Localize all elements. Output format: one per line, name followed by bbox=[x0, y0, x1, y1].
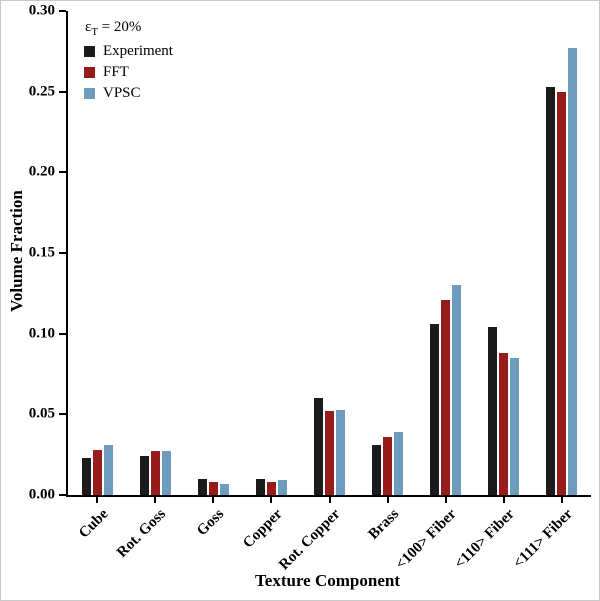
bar-fft bbox=[150, 451, 160, 495]
y-tick-mark bbox=[59, 10, 66, 12]
strain-annotation-value: = 20% bbox=[97, 19, 142, 35]
x-tick-label: Cube bbox=[75, 506, 112, 542]
x-tick-mark bbox=[444, 497, 447, 503]
bar-experiment bbox=[488, 327, 498, 495]
legend-label: FFT bbox=[103, 64, 129, 80]
y-tick-mark bbox=[59, 413, 66, 416]
x-tick-label: Brass bbox=[365, 506, 402, 543]
legend-item-fft: FFT bbox=[84, 64, 173, 81]
x-tick-label: <111> Fiber bbox=[510, 506, 577, 572]
strain-annotation-subscript: T bbox=[91, 26, 98, 38]
y-tick-mark bbox=[59, 90, 66, 93]
bar-vpsc bbox=[103, 445, 113, 495]
legend-item-experiment: Experiment bbox=[84, 43, 173, 60]
bar-experiment bbox=[197, 478, 207, 495]
y-tick-mark bbox=[59, 332, 66, 335]
y-tick-label: 0.25 bbox=[28, 83, 55, 100]
bar-experiment bbox=[255, 478, 265, 495]
y-tick-mark bbox=[59, 494, 66, 496]
bar-fft bbox=[92, 449, 102, 495]
bar-vpsc bbox=[568, 48, 578, 495]
legend-item-vpsc: VPSC bbox=[84, 85, 173, 102]
legend-swatch-vpsc bbox=[84, 88, 95, 99]
bar-fft bbox=[383, 436, 393, 495]
bar-fft bbox=[441, 299, 451, 495]
x-tick-mark bbox=[328, 497, 331, 503]
x-tick-label: <100> Fiber bbox=[393, 506, 461, 573]
legend-label: VPSC bbox=[103, 85, 141, 101]
bar-vpsc bbox=[277, 480, 287, 495]
x-tick-mark bbox=[154, 497, 157, 503]
strain-annotation: εT = 20% bbox=[84, 19, 173, 38]
y-tick-mark bbox=[59, 171, 66, 174]
bar-fft bbox=[208, 482, 218, 495]
x-tick-mark bbox=[212, 497, 215, 503]
legend-swatch-experiment bbox=[84, 46, 95, 57]
bar-experiment bbox=[139, 456, 149, 495]
x-tick-label: Rot. Copper bbox=[276, 506, 344, 574]
x-tick-label: <110> Fiber bbox=[452, 506, 519, 573]
y-tick-label: 0.10 bbox=[28, 325, 55, 342]
y-tick-label: 0.15 bbox=[28, 244, 55, 261]
bar-vpsc bbox=[510, 357, 520, 495]
x-tick-mark bbox=[560, 497, 563, 503]
x-axis-title: Texture Component bbox=[255, 571, 400, 590]
x-tick-label: Copper bbox=[240, 506, 286, 552]
strain-annotation-symbol: ε bbox=[85, 19, 92, 35]
bar-fft bbox=[266, 482, 276, 495]
bar-experiment bbox=[81, 457, 91, 495]
bar-vpsc bbox=[161, 451, 171, 495]
bar-vpsc bbox=[394, 432, 404, 495]
plot-area: εT = 20% Experiment FFT VPSC 0.00 0.05 0.10 0… bbox=[29, 3, 591, 573]
y-tick-label: 0.05 bbox=[28, 405, 55, 422]
bar-experiment bbox=[372, 445, 382, 495]
x-tick-mark bbox=[96, 497, 99, 503]
legend: εT = 20% Experiment FFT VPSC bbox=[84, 19, 173, 106]
bar-fft bbox=[499, 353, 509, 495]
y-tick-mark bbox=[59, 252, 66, 254]
y-tick-label: 0.30 bbox=[28, 2, 55, 19]
bar-experiment bbox=[546, 86, 556, 495]
x-tick-mark bbox=[386, 497, 389, 503]
y-tick-label: 0.00 bbox=[28, 486, 55, 503]
bar-experiment bbox=[430, 324, 440, 495]
bar-vpsc bbox=[336, 409, 345, 495]
y-tick-label: 0.20 bbox=[28, 163, 55, 180]
bar-fft bbox=[557, 91, 567, 495]
bar-vpsc bbox=[452, 285, 462, 495]
legend-label: Experiment bbox=[103, 43, 173, 59]
bar-vpsc bbox=[219, 483, 229, 495]
legend-swatch-fft bbox=[84, 67, 95, 78]
x-tick-label: Goss bbox=[194, 506, 228, 540]
x-tick-label: Rot. Goss bbox=[114, 506, 170, 561]
y-axis-title: Volume Fraction bbox=[7, 190, 26, 312]
x-tick-mark bbox=[270, 497, 273, 503]
bar-experiment bbox=[314, 398, 323, 495]
x-tick-mark bbox=[502, 497, 505, 503]
bar-fft bbox=[325, 411, 334, 495]
